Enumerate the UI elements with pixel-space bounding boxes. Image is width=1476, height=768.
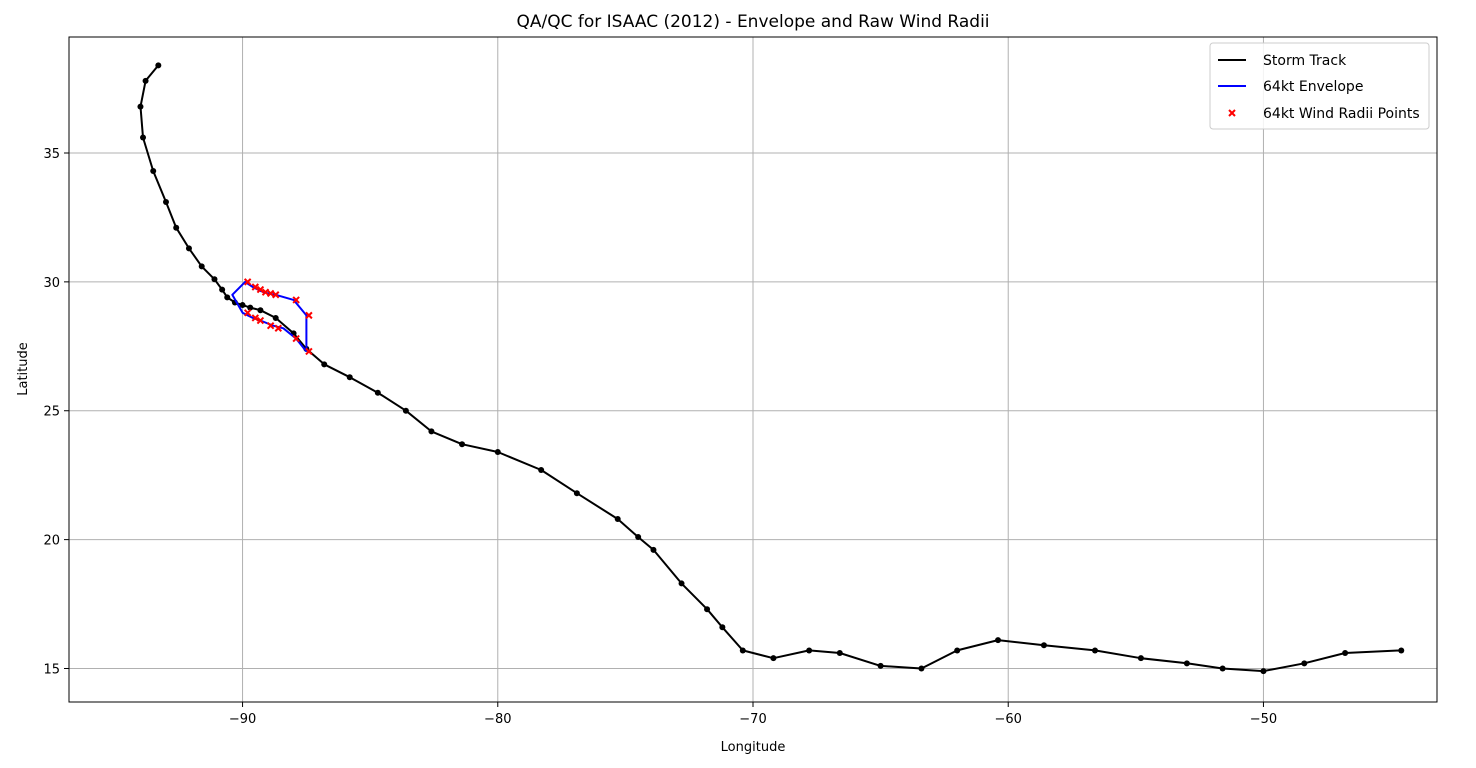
legend-label-64kt-envelope: 64kt Envelope (1263, 79, 1363, 95)
track-point (614, 515, 621, 522)
track-point (1092, 647, 1098, 654)
track-point (538, 467, 545, 474)
wind-radii-point (251, 314, 260, 322)
track-point (494, 448, 501, 455)
wind-radii-point (305, 347, 313, 356)
wind-radii-point (274, 324, 282, 332)
legend-label-storm-track: Storm Track (1263, 53, 1347, 69)
track-point (428, 428, 435, 435)
track-point (739, 647, 746, 654)
y-tick-label: 30 (43, 276, 60, 291)
track-point (140, 134, 147, 141)
wind-radii-point (266, 321, 275, 330)
wind-radii-point (243, 309, 252, 317)
track-point (346, 374, 353, 381)
track-point (162, 198, 169, 205)
wind-radii-point (261, 288, 270, 296)
wind-radii-point (256, 285, 265, 294)
track-point (1301, 660, 1308, 667)
track-point (877, 662, 884, 669)
chart-title: QA/QC for ISAAC (2012) - Envelope and Ra… (516, 12, 989, 32)
wind-radii-point (305, 311, 313, 320)
y-tick-label: 20 (43, 534, 60, 549)
x-tick-label: −70 (739, 712, 766, 727)
track-point (150, 168, 157, 175)
track-point (239, 302, 246, 309)
track-point (374, 389, 381, 396)
wind-radii-point (292, 296, 300, 304)
track-point (635, 534, 642, 541)
track-point (137, 103, 144, 110)
grid (69, 37, 1437, 702)
track-point (185, 245, 192, 252)
wind-radii-point (272, 291, 280, 299)
track-point (155, 62, 162, 69)
track-point (219, 286, 226, 293)
track-point (1137, 655, 1144, 662)
x-tick-label: −60 (995, 712, 1022, 727)
track-point (459, 441, 466, 448)
track-point (211, 276, 218, 283)
axis-ticks: −90 −80 −70 −60 −50 15 20 25 30 35 (43, 147, 1277, 727)
track-point (198, 263, 205, 270)
track-point (224, 294, 231, 301)
track-point (257, 307, 264, 314)
x-tick-label: −90 (229, 712, 256, 727)
track-point (1183, 660, 1190, 667)
track-point (321, 361, 328, 368)
plot-data (137, 62, 1405, 675)
legend-label-wind-radii-points: 64kt Wind Radii Points (1263, 106, 1420, 122)
track-point (173, 224, 180, 231)
track-point (719, 624, 726, 631)
track-point (247, 304, 254, 311)
track-point (142, 77, 149, 84)
track-point (402, 407, 409, 414)
wind-radii-point (266, 289, 275, 298)
y-axis-label: Latitude (16, 342, 31, 396)
track-point (954, 647, 961, 654)
track-point (650, 546, 657, 553)
legend: Storm Track 64kt Envelope 64kt Wind Radi… (1209, 42, 1430, 130)
y-tick-label: 35 (43, 147, 60, 162)
track-point (995, 637, 1002, 644)
y-tick-label: 25 (43, 405, 60, 420)
track-point (1260, 668, 1267, 675)
wind-radii-point (243, 278, 252, 286)
x-tick-label: −50 (1250, 712, 1277, 727)
track-point (806, 647, 813, 654)
wind-radii-point (292, 334, 300, 343)
legend-box (1209, 42, 1430, 130)
wind-radii-point (251, 283, 260, 291)
track-point (1219, 665, 1226, 672)
x-axis-label: Longitude (721, 740, 786, 755)
track-point (1040, 642, 1047, 649)
wind-radii-point (256, 316, 265, 325)
track-point (918, 665, 925, 672)
track-point (1398, 647, 1405, 654)
track-point (770, 655, 777, 662)
legend-swatch-wind-radii-points (1228, 109, 1236, 117)
track-point (1342, 650, 1349, 657)
track-point (704, 606, 711, 613)
x-tick-label: −80 (484, 712, 511, 727)
track-point (836, 650, 843, 657)
y-tick-label: 15 (43, 662, 60, 677)
track-point (573, 490, 580, 497)
track-point (272, 314, 279, 321)
track-point (678, 580, 685, 587)
